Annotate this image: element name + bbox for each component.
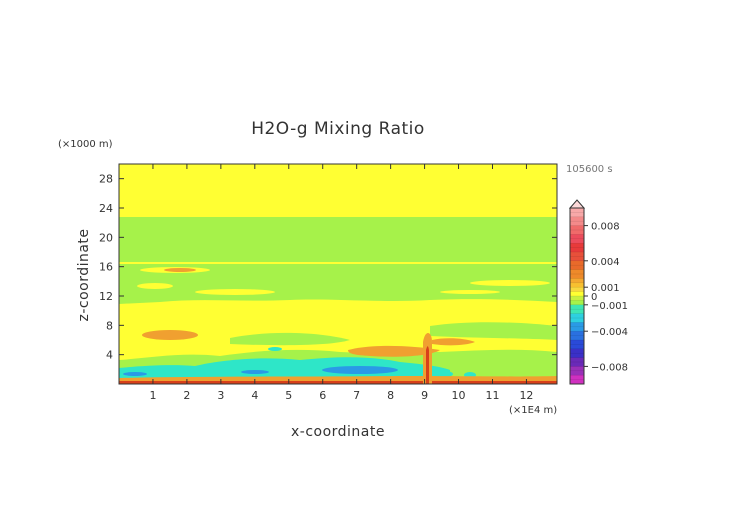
x-tick-label: 11 xyxy=(485,389,499,402)
colorbar-segment xyxy=(570,243,584,253)
x-tick-label: 3 xyxy=(217,389,224,402)
y-tick-label: 16 xyxy=(99,261,113,274)
colorbar-segment xyxy=(570,366,584,376)
x-tick-label: 9 xyxy=(421,389,428,402)
colorbar-tick-label: −0.008 xyxy=(591,362,628,373)
time-label: 105600 s xyxy=(566,164,613,175)
colorbar-segment xyxy=(570,278,584,284)
x-axis-label: x-coordinate xyxy=(291,424,385,440)
y-tick-label: 28 xyxy=(99,173,113,186)
y-tick-label: 4 xyxy=(106,349,113,362)
yellow-patch xyxy=(440,290,500,294)
y-ticks: 4 8 12 16 20 24 28 xyxy=(99,173,557,362)
orange-patch xyxy=(142,330,198,340)
x-tick-label: 12 xyxy=(519,389,533,402)
colorbar xyxy=(568,199,586,385)
colorbar-segment xyxy=(570,331,584,341)
colorbar-segment xyxy=(570,296,584,301)
y-axis-label: z-coordinate xyxy=(76,228,92,321)
colorbar-segment xyxy=(570,357,584,367)
orange-patch xyxy=(164,268,196,272)
colorbar-segment xyxy=(570,208,584,218)
x-tick-label: 10 xyxy=(452,389,466,402)
colorbar-segment xyxy=(570,260,584,271)
orange-patch xyxy=(432,338,475,346)
colorbar-segment xyxy=(570,269,584,279)
plot-frame xyxy=(118,163,558,385)
colorbar-segment xyxy=(570,340,584,350)
y-tick-label: 8 xyxy=(106,319,113,332)
y-tick-label: 20 xyxy=(99,231,113,244)
cyan-band xyxy=(119,357,450,380)
green-patch xyxy=(430,322,557,340)
x-ticks: 1 2 3 4 5 6 7 8 9 10 11 12 xyxy=(149,164,533,402)
plume-core xyxy=(426,346,429,384)
x-tick-label: 4 xyxy=(251,389,258,402)
chart-title: H2O-g Mixing Ratio xyxy=(251,119,425,139)
colorbar-segment xyxy=(570,375,584,385)
x-tick-label: 2 xyxy=(183,389,190,402)
colorbar-tick-label: −0.001 xyxy=(591,301,628,312)
blue-patch xyxy=(241,370,269,374)
colorbar-segment xyxy=(570,225,584,235)
y-unit-label: (×1000 m) xyxy=(58,139,113,150)
x-tick-label: 1 xyxy=(149,389,156,402)
colorbar-segment xyxy=(570,348,584,359)
contour-plot xyxy=(119,164,557,384)
colorbar-segment xyxy=(570,282,584,288)
colorbar-tick-label: 0.004 xyxy=(591,257,620,268)
colorbar-segment xyxy=(570,252,584,262)
colorbar-tick-label: 0.008 xyxy=(591,222,620,233)
colorbar-segment xyxy=(570,304,584,315)
yellow-patch xyxy=(470,280,550,286)
colorbar-segment xyxy=(570,287,584,293)
y-tick-label: 24 xyxy=(99,202,113,215)
colorbar-segment xyxy=(570,300,584,306)
colorbar-segment xyxy=(570,313,584,323)
colorbar-segment xyxy=(570,291,584,297)
yellow-patch xyxy=(137,283,173,289)
colorbar-tick-label: 0 xyxy=(591,292,597,303)
x-tick-label: 8 xyxy=(387,389,394,402)
colorbar-tick-label: 0.001 xyxy=(591,283,620,294)
y-tick-label: 12 xyxy=(99,290,113,303)
colorbar-segment xyxy=(570,234,584,244)
x-tick-label: 6 xyxy=(319,389,326,402)
colorbar-tick-label: −0.004 xyxy=(591,327,628,338)
green-patch xyxy=(230,332,350,346)
blue-patch xyxy=(322,366,398,374)
x-unit-label: (×1E4 m) xyxy=(509,405,557,416)
orange-patch xyxy=(348,345,440,357)
upper-green-band xyxy=(119,217,557,262)
surface-red-layer xyxy=(119,381,557,384)
cyan-patch xyxy=(437,371,453,377)
x-tick-label: 5 xyxy=(285,389,292,402)
colorbar-segment xyxy=(570,322,584,332)
x-tick-label: 7 xyxy=(353,389,360,402)
colorbar-segment xyxy=(570,216,584,227)
colorbar-extend-arrow xyxy=(568,199,586,209)
blue-patch xyxy=(123,372,147,376)
cyan-patch xyxy=(268,347,282,351)
yellow-patch xyxy=(195,289,275,295)
